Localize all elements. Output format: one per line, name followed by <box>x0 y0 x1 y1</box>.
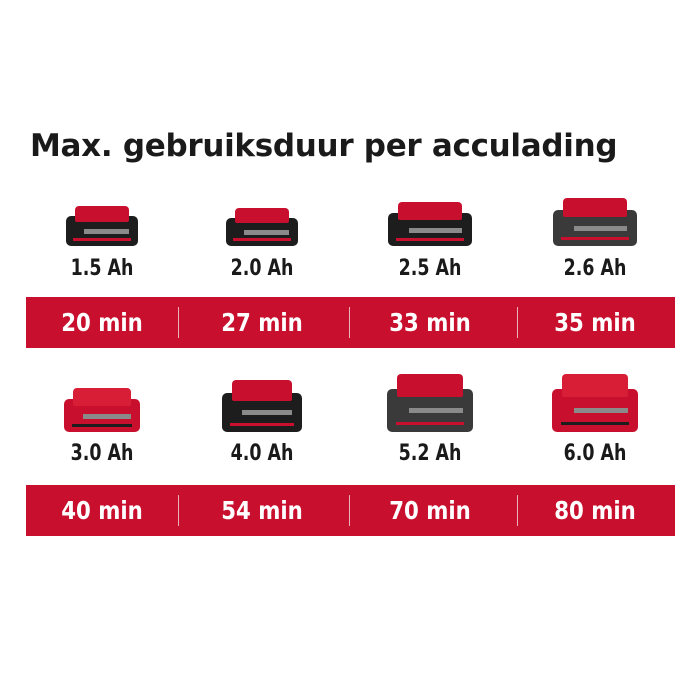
battery-pack-small-icon <box>388 202 472 246</box>
battery-pack-small-icon <box>553 198 637 246</box>
column-divider <box>349 495 350 526</box>
runtime-value: 70 min <box>389 496 471 525</box>
runtime-bar: 40 min 54 min 70 min 80 min <box>26 485 675 536</box>
column-divider <box>517 495 518 526</box>
battery-capacity-label: 5.2 Ah <box>398 441 462 466</box>
battery-capacity-label: 3.0 Ah <box>70 441 134 466</box>
battery-capacity-label: 2.5 Ah <box>398 256 462 281</box>
battery-capacity-label: 1.5 Ah <box>70 256 134 281</box>
runtime-value: 33 min <box>389 308 471 337</box>
battery-capacity-label: 2.6 Ah <box>563 256 627 281</box>
page-title: Max. gebruiksduur per acculading <box>30 128 618 164</box>
battery-capacity-label: 4.0 Ah <box>230 441 294 466</box>
battery-capacity-label: 6.0 Ah <box>563 441 627 466</box>
column-divider <box>517 307 518 338</box>
column-divider <box>178 307 179 338</box>
runtime-value: 54 min <box>221 496 303 525</box>
runtime-value: 40 min <box>61 496 143 525</box>
battery-pack-small-icon <box>226 208 298 246</box>
runtime-value: 20 min <box>61 308 143 337</box>
battery-capacity-label: 2.0 Ah <box>230 256 294 281</box>
battery-pack-small-icon <box>66 206 138 246</box>
battery-pack-large-icon <box>387 374 473 432</box>
battery-pack-medium-icon <box>64 388 140 432</box>
runtime-value: 27 min <box>221 308 303 337</box>
battery-pack-medium-icon <box>222 380 302 432</box>
column-divider <box>349 307 350 338</box>
column-divider <box>178 495 179 526</box>
runtime-bar: 20 min 27 min 33 min 35 min <box>26 297 675 348</box>
runtime-value: 35 min <box>554 308 636 337</box>
battery-pack-large-icon <box>552 374 638 432</box>
runtime-value: 80 min <box>554 496 636 525</box>
